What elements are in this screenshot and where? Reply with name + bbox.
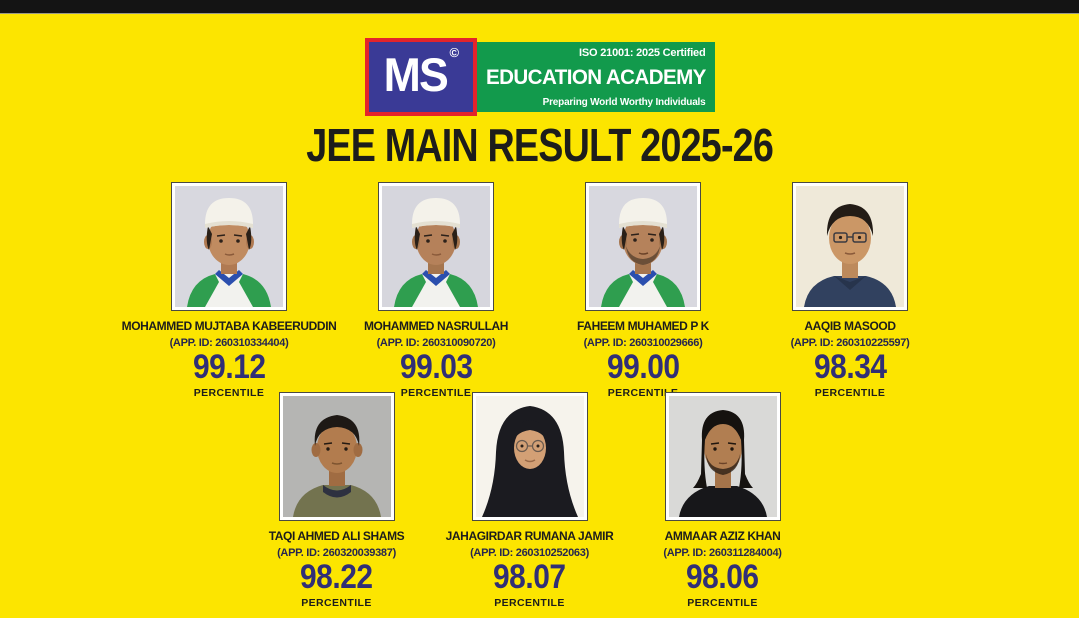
student-card: FAHEEM MUHAMED P K (APP. ID: 26031002966…: [540, 182, 747, 399]
student-app-id: (APP. ID: 260310334404): [169, 337, 289, 349]
percentile-score: 98.06: [686, 558, 759, 596]
percentile-score: 98.07: [493, 558, 566, 596]
student-name: JAHAGIRDAR RUMANA JAMIR: [445, 529, 614, 543]
student-app-id: (APP. ID: 260310029666): [583, 337, 703, 349]
student-card: TAQI AHMED ALI SHAMS (APP. ID: 260320039…: [240, 392, 433, 609]
academy-name: EDUCATION ACADEMY: [485, 66, 706, 89]
student-app-id: (APP. ID: 260310252063): [470, 547, 589, 559]
student-card: JAHAGIRDAR RUMANA JAMIR (APP. ID: 260310…: [433, 392, 626, 609]
student-name: AAQIB MASOOD: [804, 319, 896, 333]
percentile-score: 99.00: [606, 348, 680, 386]
student-photo: [792, 182, 908, 311]
percentile-label: PERCENTILE: [607, 386, 679, 399]
ms-logo: MS ©: [364, 38, 477, 116]
student-card: MOHAMMED NASRULLAH (APP. ID: 26031009072…: [333, 182, 540, 399]
student-photo: [585, 182, 701, 311]
student-photo: [171, 182, 287, 311]
student-name: MOHAMMED NASRULLAH: [363, 319, 509, 333]
percentile-score: 98.22: [300, 558, 373, 596]
iso-certification-text: ISO 21001: 2025 Certified: [579, 47, 706, 59]
student-name: FAHEEM MUHAMED P K: [577, 319, 709, 333]
ms-logo-text: MS: [383, 48, 449, 101]
student-card: AAQIB MASOOD (APP. ID: 260310225597) 98.…: [747, 182, 954, 399]
students-row-2: TAQI AHMED ALI SHAMS (APP. ID: 260320039…: [0, 392, 1069, 609]
percentile-label: PERCENTILE: [687, 596, 758, 609]
student-app-id: (APP. ID: 260311284004): [663, 547, 782, 559]
student-photo: [664, 392, 781, 521]
student-name: AMMAAR AZIZ KHAN: [664, 529, 781, 543]
percentile-label: PERCENTILE: [301, 596, 372, 609]
student-photo: [471, 392, 588, 521]
student-app-id: (APP. ID: 260310225597): [790, 337, 910, 349]
percentile-label: PERCENTILE: [494, 596, 565, 609]
student-app-id: (APP. ID: 260320039387): [277, 547, 396, 559]
academy-tagline: Preparing World Worthy Individuals: [542, 97, 706, 108]
percentile-score: 98.34: [813, 348, 887, 386]
top-black-strip: [0, 0, 1079, 14]
page-title: JEE MAIN RESULT 2025-26: [306, 119, 774, 171]
student-photo: [378, 182, 494, 311]
percentile-score: 99.12: [192, 348, 266, 386]
percentile-label: PERCENTILE: [814, 386, 886, 399]
student-name: TAQI AHMED ALI SHAMS: [268, 529, 405, 543]
student-name: MOHAMMED MUJTABA KABEERUDDIN: [121, 319, 337, 333]
students-row-1: MOHAMMED MUJTABA KABEERUDDIN (APP. ID: 2…: [0, 182, 1079, 399]
academy-logo-banner: MS © ISO 21001: 2025 Certified EDUCATION…: [364, 38, 715, 116]
copyright-mark: ©: [449, 45, 460, 60]
percentile-label: PERCENTILE: [400, 386, 472, 399]
student-app-id: (APP. ID: 260310090720): [376, 337, 496, 349]
student-photo: [278, 392, 395, 521]
percentile-score: 99.03: [399, 348, 473, 386]
academy-name-panel: ISO 21001: 2025 Certified EDUCATION ACAD…: [476, 42, 715, 112]
percentile-label: PERCENTILE: [193, 386, 265, 399]
student-card: AMMAAR AZIZ KHAN (APP. ID: 260311284004)…: [626, 392, 819, 609]
student-card: MOHAMMED MUJTABA KABEERUDDIN (APP. ID: 2…: [122, 182, 337, 399]
